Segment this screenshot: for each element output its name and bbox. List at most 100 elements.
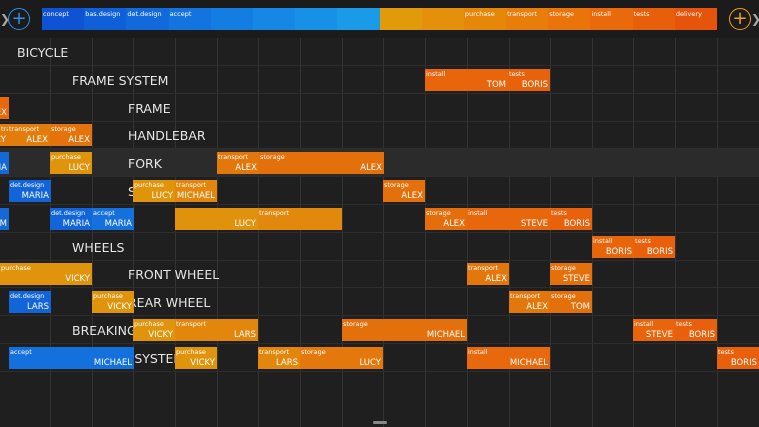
gantt-row[interactable]: BICYCLE bbox=[0, 38, 759, 66]
task-segment[interactable]: tests BORIS bbox=[634, 235, 675, 258]
task-segment[interactable]: accept MICHAEL bbox=[9, 346, 134, 369]
phase-segment[interactable] bbox=[210, 8, 253, 30]
task-segment[interactable]: accept MARIA bbox=[92, 207, 134, 230]
phase-segment[interactable] bbox=[295, 8, 338, 30]
task-segment[interactable]: EX bbox=[0, 96, 9, 119]
task-bar[interactable]: storage ALEX bbox=[383, 180, 425, 202]
task-bar[interactable]: storage MICHAEL bbox=[342, 319, 467, 341]
task-bar[interactable]: transport LARS storage LUCY bbox=[258, 346, 383, 369]
task-segment[interactable]: install STEVE bbox=[633, 319, 675, 341]
task-segment[interactable]: det.design LARS bbox=[9, 291, 51, 314]
task-bar[interactable]: purchase LUCY transport MICHAEL bbox=[133, 180, 217, 202]
task-segment[interactable]: storage ALEX bbox=[383, 180, 425, 202]
task-bar[interactable]: det.design LARS bbox=[9, 291, 51, 314]
gantt-row[interactable]: WHEELS install BORIS tests BORIS bbox=[0, 233, 759, 261]
task-bar[interactable]: storage STEVE bbox=[550, 263, 592, 286]
task-segment[interactable]: transport MICHAEL bbox=[175, 180, 217, 202]
gantt-row[interactable]: HANDLEBARtransportCYtransportALEXstorage… bbox=[0, 121, 759, 150]
task-segment[interactable]: install STEVE bbox=[467, 207, 550, 230]
add-right-button[interactable]: + bbox=[729, 8, 751, 30]
task-bar[interactable]: install BORIS tests BORIS bbox=[592, 235, 675, 258]
phase-segment[interactable]: accept bbox=[168, 8, 211, 30]
task-segment[interactable]: transport ALEX bbox=[509, 291, 550, 314]
phase-segment[interactable]: delivery bbox=[674, 8, 717, 30]
task-bar[interactable]: purchase VICKY bbox=[0, 263, 92, 286]
task-segment[interactable]: transport ALEX bbox=[8, 124, 50, 147]
task-segment[interactable]: tests BORIS bbox=[550, 207, 592, 230]
task-segment[interactable]: storage MICHAEL bbox=[342, 319, 467, 341]
gantt-row[interactable]: REAR WHEEL det.design LARS purchase VICKY tra… bbox=[0, 288, 759, 317]
task-bar[interactable]: transport ALEX storage ALEX bbox=[217, 152, 384, 175]
task-segment[interactable]: purchase VICKY bbox=[92, 291, 134, 314]
phase-segment[interactable] bbox=[337, 8, 380, 30]
task-segment[interactable]: storage ALEX bbox=[425, 207, 467, 230]
task-bar[interactable]: OM bbox=[0, 207, 9, 230]
task-segment[interactable]: storage TOM bbox=[550, 291, 592, 314]
task-bar[interactable]: purchase VICKY transport LARS bbox=[133, 319, 258, 341]
task-bar[interactable]: purchase VICKY bbox=[92, 291, 134, 314]
phase-segment[interactable] bbox=[252, 8, 296, 30]
task-bar[interactable]: purchase LUCY bbox=[50, 152, 92, 175]
task-bar[interactable]: install TOM tests BORIS bbox=[425, 68, 550, 91]
task-segment[interactable]: storage STEVE bbox=[550, 263, 592, 286]
gantt-row[interactable]: SHIFTING SYSTEMacceptMICHAELpurchaseVICK… bbox=[0, 344, 759, 372]
task-segment[interactable]: OM bbox=[0, 207, 9, 230]
chevron-right-icon[interactable]: ❯ bbox=[751, 12, 759, 26]
task-segment[interactable]: tests BORIS bbox=[675, 319, 717, 341]
task-segment[interactable]: transport LARS bbox=[258, 346, 300, 369]
task-segment[interactable]: storage LUCY bbox=[300, 346, 383, 369]
task-segment[interactable]: det.design MARIA bbox=[9, 180, 51, 202]
task-bar[interactable]: install MICHAEL bbox=[467, 346, 550, 369]
task-segment[interactable]: purchase VICKY bbox=[133, 319, 175, 341]
task-segment[interactable]: transportCY bbox=[0, 124, 31, 147]
task-segment[interactable]: purchase LUCY bbox=[50, 152, 92, 175]
phase-segment[interactable]: tests bbox=[632, 8, 675, 30]
task-segment[interactable]: install MICHAEL bbox=[467, 346, 550, 369]
phase-segment[interactable]: install bbox=[590, 8, 633, 30]
gantt-row[interactable]: SEATdet.designMARIApurchaseLUCYtransport… bbox=[0, 177, 759, 205]
task-segment[interactable]: storage ALEX bbox=[50, 124, 92, 147]
phase-segment[interactable]: det.design bbox=[126, 8, 169, 30]
phase-segment[interactable]: bas.design bbox=[84, 8, 127, 30]
task-segment[interactable]: storage ALEX bbox=[259, 152, 384, 175]
task-segment[interactable]: transport ALEX bbox=[467, 263, 509, 286]
task-segment[interactable]: tests BORIS bbox=[717, 346, 759, 369]
phase-segment[interactable]: purchase bbox=[463, 8, 507, 30]
task-segment[interactable]: purchase LUCY bbox=[133, 180, 175, 202]
task-bar[interactable]: LUCY transport bbox=[175, 207, 342, 230]
task-segment[interactable]: purchase VICKY bbox=[0, 263, 92, 286]
task-bar[interactable]: storage ALEX install STEVE tests BORIS bbox=[425, 207, 592, 230]
task-segment[interactable]: install BORIS bbox=[592, 235, 634, 258]
task-segment[interactable]: transport LARS bbox=[175, 319, 258, 341]
task-bar[interactable]: install STEVE tests BORIS bbox=[633, 319, 717, 341]
task-bar[interactable]: transport ALEX storage TOM bbox=[509, 291, 592, 314]
task-bar[interactable]: purchase VICKY bbox=[175, 346, 217, 369]
task-bar[interactable]: accept MICHAEL bbox=[9, 346, 134, 369]
task-bar[interactable]: transportCYtransportALEXstorageALEX bbox=[0, 124, 92, 147]
phase-segment[interactable] bbox=[421, 8, 464, 30]
task-bar[interactable]: det.design MARIA bbox=[9, 180, 51, 202]
phase-segment[interactable]: concept bbox=[42, 8, 85, 30]
task-bar[interactable]: det.design MARIA accept MARIA bbox=[50, 207, 134, 230]
add-left-button[interactable]: + bbox=[8, 8, 30, 30]
task-segment[interactable]: transport bbox=[258, 207, 342, 230]
task-segment[interactable]: install TOM bbox=[425, 68, 508, 91]
gantt-row[interactable]: FRAME SYSTEM install TOM tests BORIS bbox=[0, 66, 759, 94]
chevron-left-icon[interactable]: ❯ bbox=[0, 12, 11, 26]
phase-segment[interactable]: storage bbox=[548, 8, 591, 30]
gantt-row[interactable]: BREAKING SYSTEM purchase VICKY transport LAR… bbox=[0, 316, 759, 344]
phase-segment[interactable]: transport bbox=[506, 8, 549, 30]
task-segment[interactable]: tests BORIS bbox=[508, 68, 550, 91]
task-bar[interactable]: EX bbox=[0, 96, 9, 119]
task-segment[interactable]: transport ALEX bbox=[217, 152, 259, 175]
task-bar[interactable]: tests BORIS bbox=[717, 346, 759, 369]
scroll-handle[interactable] bbox=[373, 421, 387, 424]
gantt-row[interactable]: FRAME EX bbox=[0, 94, 759, 122]
task-segment[interactable]: IA bbox=[0, 152, 9, 175]
task-bar[interactable]: transport ALEX bbox=[467, 263, 509, 286]
task-bar[interactable]: IA bbox=[0, 152, 9, 175]
task-segment[interactable]: det.design MARIA bbox=[50, 207, 92, 230]
gantt-row[interactable]: FORKIApurchaseLUCYtransportALEXstorageAL… bbox=[0, 149, 759, 178]
gantt-row[interactable]: FRONT WHEEL purchase VICKY transport ALEX sto… bbox=[0, 260, 759, 289]
